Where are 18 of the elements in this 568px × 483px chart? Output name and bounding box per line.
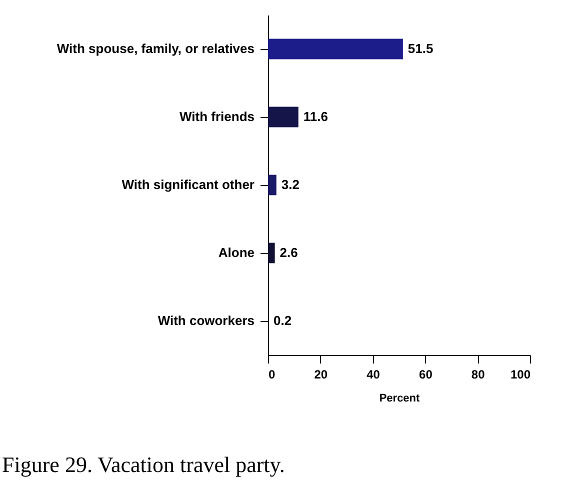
- x-tick-label: 60: [419, 368, 433, 382]
- data-label: 0.2: [274, 313, 292, 328]
- y-tick-label: Alone: [218, 245, 254, 260]
- data-label: 11.6: [303, 109, 328, 124]
- y-tick-label: With spouse, family, or relatives: [56, 41, 254, 56]
- x-tick-label: 100: [510, 368, 531, 382]
- data-label: 2.6: [280, 245, 298, 260]
- x-axis-title: Percent: [379, 392, 420, 404]
- x-tick-label: 20: [314, 368, 328, 382]
- x-tick-label: 80: [471, 368, 486, 382]
- x-tick-label: 0: [268, 368, 276, 382]
- data-label: 51.5: [408, 41, 434, 56]
- x-tick-label: 40: [366, 368, 380, 382]
- data-label: 3.2: [281, 177, 300, 192]
- y-tick-label: With friends: [180, 109, 254, 124]
- y-tick-label: With coworkers: [158, 313, 254, 328]
- y-tick-label: With significant other: [122, 177, 254, 192]
- text: Figure 29. Vacation travel party.: [2, 452, 285, 477]
